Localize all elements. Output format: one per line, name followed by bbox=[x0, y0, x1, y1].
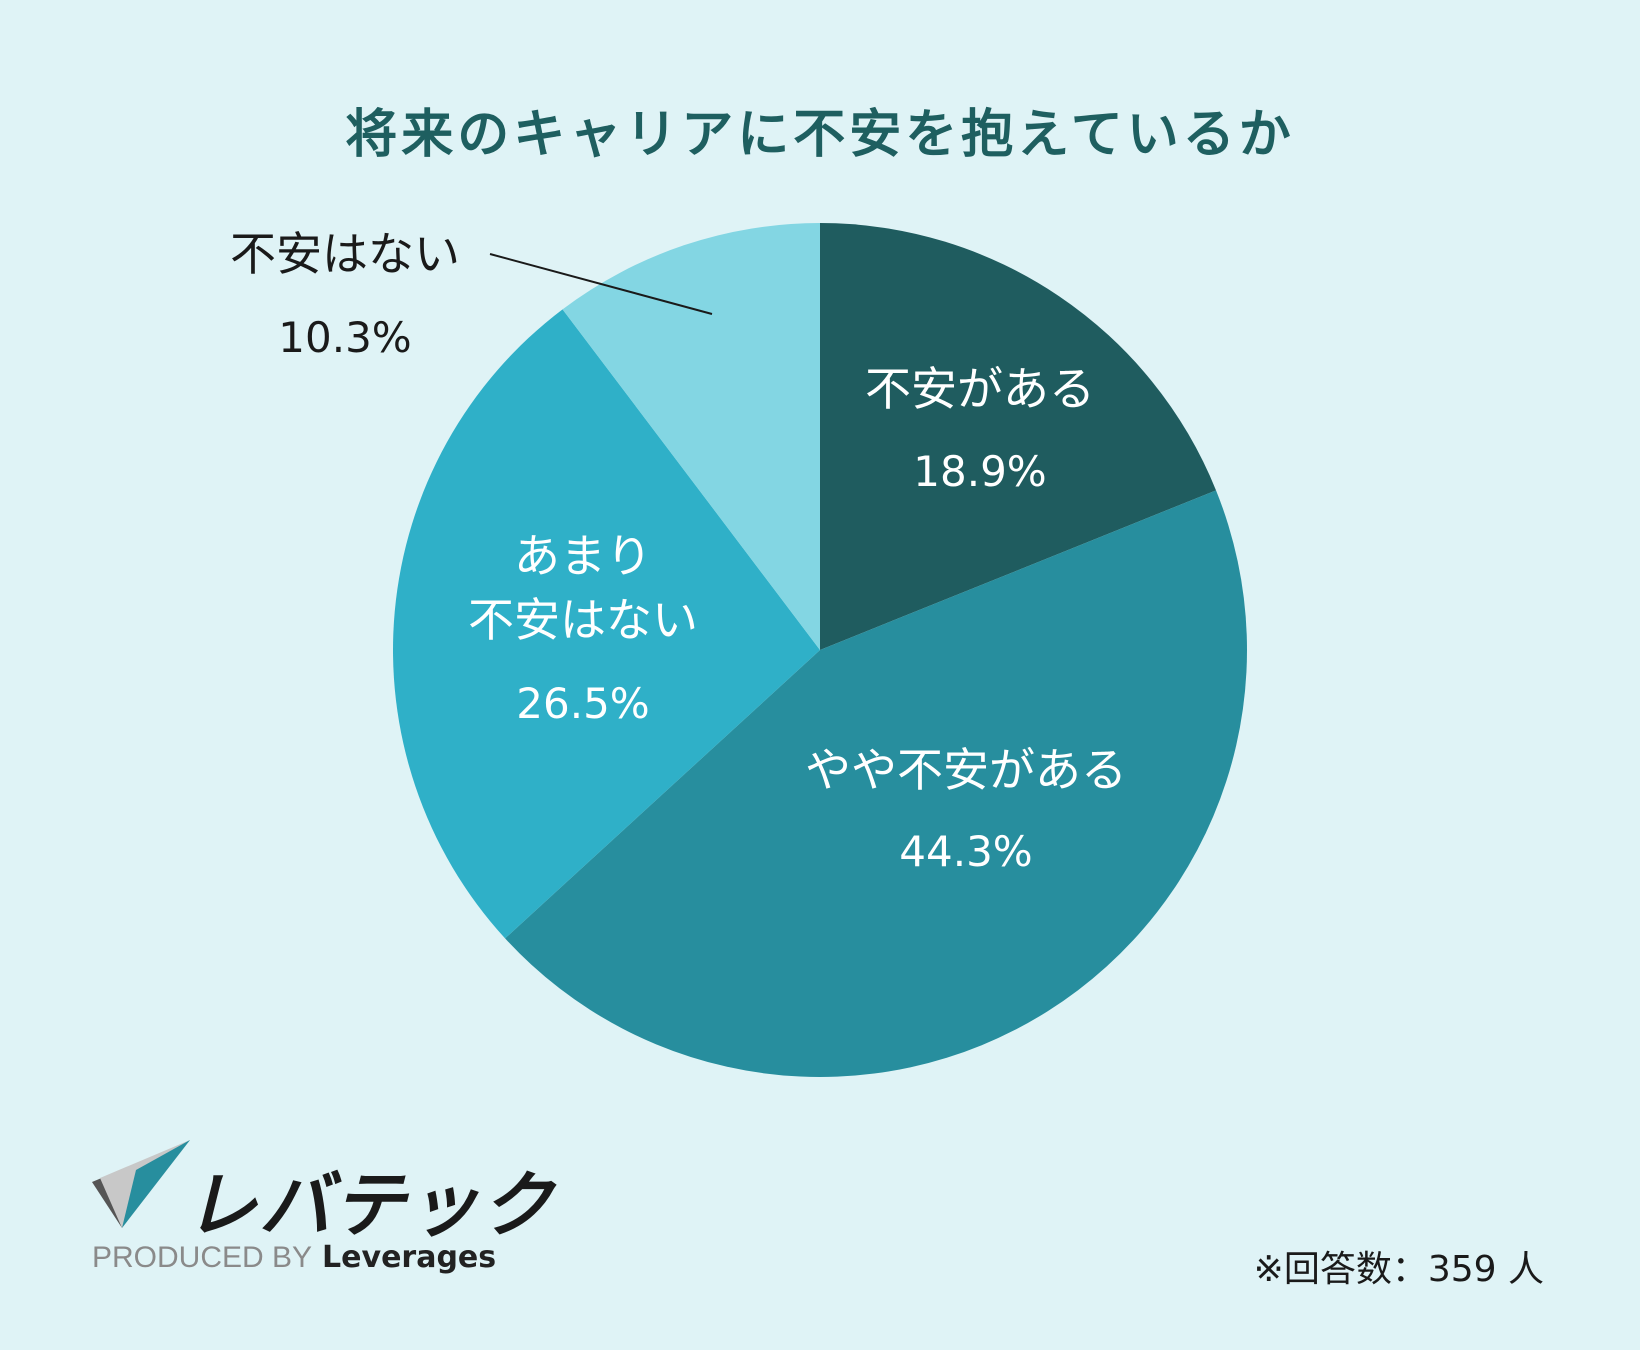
slice-yaya-fuan-ga-aru bbox=[505, 490, 1247, 1077]
pie-chart: 不安がある 18.9% やや不安がある 44.3% あまり 不安はない 26.5… bbox=[230, 223, 1247, 1077]
slice-value-yaya-fuan-ga-aru: 44.3% bbox=[899, 827, 1032, 876]
slice-label-yaya-fuan-ga-aru: やや不安がある bbox=[805, 743, 1127, 797]
brand-name: レバテック bbox=[185, 1163, 556, 1247]
slice-label-amari-line1: あまり bbox=[514, 529, 652, 583]
slice-value-amari-fuan-wa-nai: 26.5% bbox=[516, 679, 649, 728]
slice-label-fuan-ga-aru: 不安がある bbox=[865, 362, 1095, 416]
produced-by: PRODUCED BY Leverages bbox=[92, 1240, 496, 1275]
leader-line bbox=[489, 253, 713, 315]
slice-value-fuan-ga-aru: 18.9% bbox=[913, 447, 1046, 496]
brand-logo-icon bbox=[92, 1140, 190, 1228]
slice-label-fuan-wa-nai: 不安はない bbox=[230, 227, 460, 281]
slice-label-amari-line2: 不安はない bbox=[468, 593, 698, 647]
slice-value-fuan-wa-nai: 10.3% bbox=[278, 313, 411, 362]
produced-by-label: PRODUCED BY bbox=[92, 1241, 313, 1274]
respondent-count: ※回答数：359 人 bbox=[1253, 1249, 1544, 1290]
company-name: Leverages bbox=[322, 1240, 497, 1275]
slice-fuan-wa-nai bbox=[562, 223, 820, 650]
chart-title: 将来のキャリアに不安を抱えているか bbox=[345, 105, 1295, 165]
slice-amari-fuan-wa-nai bbox=[392, 309, 820, 939]
slice-fuan-ga-aru bbox=[820, 223, 1217, 650]
